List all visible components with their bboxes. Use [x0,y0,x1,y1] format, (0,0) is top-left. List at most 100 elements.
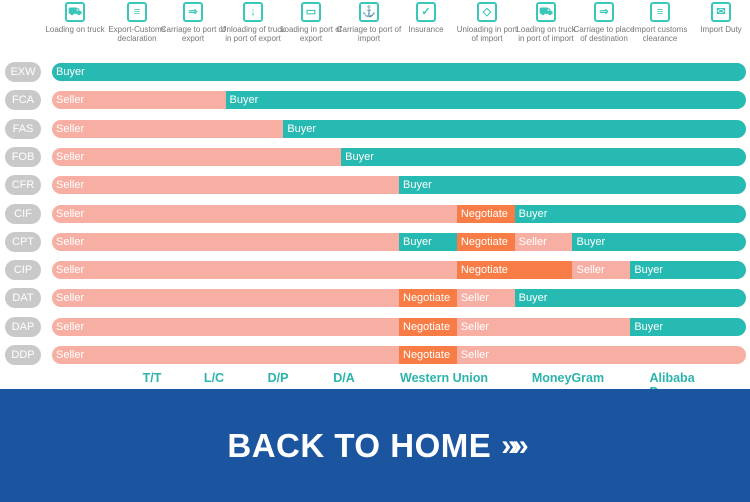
term-code: FCA [5,90,41,111]
responsibility-bar: Seller Negotiate Seller Buyer [52,289,746,308]
segment-buyer: Buyer [630,317,746,336]
step-label: Unloading of truck in port of export [220,25,286,43]
step-label: Loading on truck in port of import [516,25,576,43]
segment-buyer: Buyer [225,91,746,110]
segment-seller: Seller [52,317,399,336]
term-row-cif: CIF Seller Negotiate Buyer [0,203,750,224]
segment-seller: Seller [52,261,457,280]
segment-buyer: Buyer [341,147,746,166]
segment-buyer: Buyer [514,204,746,223]
double-chevron-right-icon: »» [501,428,528,462]
delivery-truck-icon: ⇒ [183,2,203,22]
step-column: ↓ Unloading of truck in port of export [220,2,286,43]
term-row-fob: FOB Seller Buyer [0,146,750,167]
term-code: FAS [5,118,41,139]
segment-negotiate: Negotiate [456,261,573,280]
term-row-fca: FCA Seller Buyer [0,90,750,111]
responsibility-bar: Seller Negotiate Seller Buyer [52,261,746,280]
segment-seller: Seller [456,317,631,336]
term-row-dat: DAT Seller Negotiate Seller Buyer [0,288,750,309]
step-column: ≡ Export-Customs declaration [104,2,170,43]
segment-seller: Seller [514,232,573,251]
step-column: ≡ Import customs clearance [627,2,693,43]
responsibility-bar: Seller Buyer [52,176,746,195]
term-code: CFR [5,175,41,196]
payment-method: D/P [267,371,289,385]
delivery-truck-icon: ⇒ [594,2,614,22]
responsibility-bar: Buyer [52,63,746,81]
responsibility-bar: Seller Buyer Negotiate Seller Buyer [52,232,746,251]
segment-seller: Seller [52,176,399,195]
responsibility-bar: Seller Buyer [52,91,746,110]
term-row-dap: DAP Seller Negotiate Seller Buyer [0,316,750,337]
clipboard-icon: ≡ [650,2,670,22]
step-column: ▭ Loading in port of export [278,2,344,43]
tax-envelope-icon: ✉ [711,2,731,22]
payment-method: Western Union [400,371,488,385]
payment-method: MoneyGram [531,371,605,385]
term-code: DAP [5,316,41,337]
step-column: ✉ Import Duty [688,2,750,35]
term-row-fas: FAS Seller Buyer [0,118,750,139]
step-label: Carriage to port of export [160,25,226,43]
responsibility-bar: Seller Negotiate Seller Buyer [52,317,746,336]
segment-negotiate: Negotiate [456,232,515,251]
step-column: ⛟ Loading on truck in port of import [513,2,579,43]
term-code: DDP [5,345,41,365]
box-icon: ◇ [477,2,497,22]
term-row-cpt: CPT Seller Buyer Negotiate Seller Buyer [0,231,750,252]
ship-icon: ⚓ [359,2,379,22]
step-column: ⛟ Loading on truck [42,2,108,35]
truck-icon: ⛟ [536,2,556,22]
segment-seller: Seller [52,289,399,308]
segment-seller: Seller [456,346,746,364]
payment-method: D/A [333,371,355,385]
responsibility-bar: Seller Negotiate Seller [52,346,746,364]
segment-negotiate: Negotiate [399,289,457,308]
segment-seller: Seller [52,232,399,251]
segment-negotiate: Negotiate [399,317,457,336]
segment-buyer: Buyer [283,119,746,138]
step-label: Import Duty [700,25,742,34]
responsibility-bar: Seller Negotiate Buyer [52,204,746,223]
segment-seller: Seller [52,204,457,223]
term-row-ddp: DDP Seller Negotiate Seller [0,345,750,365]
box-unload-icon: ↓ [243,2,263,22]
segment-buyer: Buyer [399,176,746,195]
segment-seller: Seller [52,147,342,166]
step-column: ◇ Unloading in port of import [454,2,520,43]
segment-buyer: Buyer [514,289,746,308]
step-label: Insurance [408,25,444,34]
insurance-box-icon: ✓ [416,2,436,22]
responsibility-steps-header: ⛟ Loading on truck ≡ Export-Customs declara… [0,0,750,60]
step-label: Carriage to place of destination [573,25,635,43]
segment-buyer: Buyer [572,232,746,251]
responsibility-bar: Seller Buyer [52,119,746,138]
segment-seller: Seller [456,289,515,308]
payment-method: L/C [203,371,225,385]
term-code: FOB [5,146,41,167]
segment-seller: Seller [572,261,631,280]
step-column: ⇒ Carriage to place of destination [571,2,637,43]
step-label: Export-Customs declaration [108,25,166,43]
segment-seller: Seller [52,91,226,110]
term-row-cfr: CFR Seller Buyer [0,175,750,196]
step-label: Unloading in port of import [456,25,518,43]
step-column: ✓ Insurance [393,2,459,35]
term-code: DAT [5,288,41,309]
segment-seller: Seller [52,119,284,138]
term-code: CPT [5,231,41,252]
segment-negotiate: Negotiate [456,204,515,223]
responsibility-bar: Seller Buyer [52,147,746,166]
payment-method: T/T [142,371,162,385]
term-code: CIP [5,260,41,281]
clipboard-icon: ≡ [127,2,147,22]
segment-negotiate: Negotiate [399,346,457,364]
term-row-cip: CIP Seller Negotiate Seller Buyer [0,260,750,281]
segment-seller: Seller [52,346,399,364]
term-code: CIF [5,203,41,224]
segment-buyer: Buyer [399,232,457,251]
step-label: Loading on truck [45,25,105,34]
back-to-home-button[interactable]: BACK TO HOME »» [0,389,750,502]
conveyor-icon: ▭ [301,2,321,22]
